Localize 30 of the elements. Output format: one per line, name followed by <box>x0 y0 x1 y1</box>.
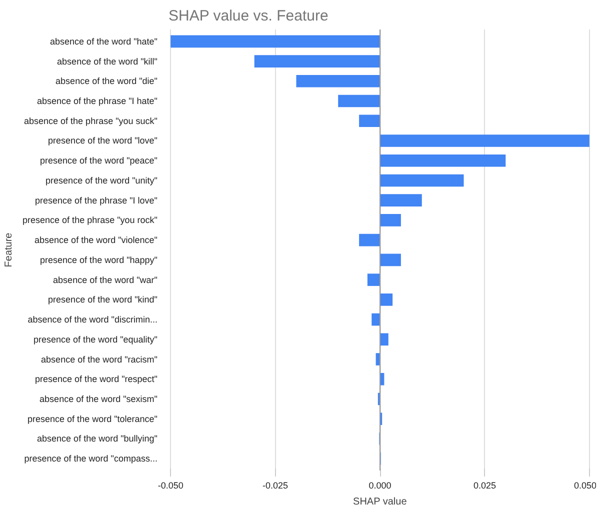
y-tick-label: absence of the word "die" <box>56 76 158 86</box>
y-tick-label: presence of the word "peace" <box>40 156 158 166</box>
y-tick-label: absence of the word "war" <box>53 274 158 285</box>
y-tick-label: presence of the word "tolerance" <box>28 414 158 424</box>
y-tick-label: presence of the word "happy" <box>40 254 158 265</box>
y-tick-label: presence of the word "compass... <box>24 454 158 464</box>
x-tick-label: -0.050 <box>158 480 184 490</box>
y-tick-label: presence of the phrase "I love" <box>35 195 158 206</box>
x-tick-label: 0.000 <box>368 480 392 490</box>
x-tick-label: 0.025 <box>473 480 496 490</box>
y-axis-title: Feature <box>4 232 15 268</box>
y-tick-label: presence of the word "love" <box>48 136 158 146</box>
y-tick-label: absence of the word "bullying" <box>37 434 158 444</box>
y-tick-label: presence of the word "equality" <box>34 334 158 344</box>
x-tick-label: 0.050 <box>574 480 597 490</box>
y-tick-label: absence of the word "hate" <box>50 36 158 46</box>
y-tick-label: absence of the word "violence" <box>34 235 158 246</box>
y-tick-label: presence of the word "unity" <box>46 175 158 186</box>
y-tick-label: presence of the word "kind" <box>48 294 158 305</box>
x-axis-title: SHAP value <box>353 496 408 508</box>
y-tick-label: absence of the word "sexism" <box>40 394 158 404</box>
y-tick-label: absence of the phrase "I hate" <box>37 96 158 106</box>
y-tick-label: absence of the word "racism" <box>41 354 158 364</box>
y-tick-label: absence of the word "kill" <box>57 56 158 66</box>
y-tick-label: presence of the phrase "you rock" <box>22 215 158 226</box>
y-tick-label: absence of the word "discrimin... <box>28 314 158 325</box>
chart-title: SHAP value vs. Feature <box>168 8 328 24</box>
y-tick-label: absence of the phrase "you suck" <box>24 116 158 126</box>
x-tick-label: -0.025 <box>262 480 288 490</box>
y-tick-label: presence of the word "respect" <box>35 374 158 384</box>
